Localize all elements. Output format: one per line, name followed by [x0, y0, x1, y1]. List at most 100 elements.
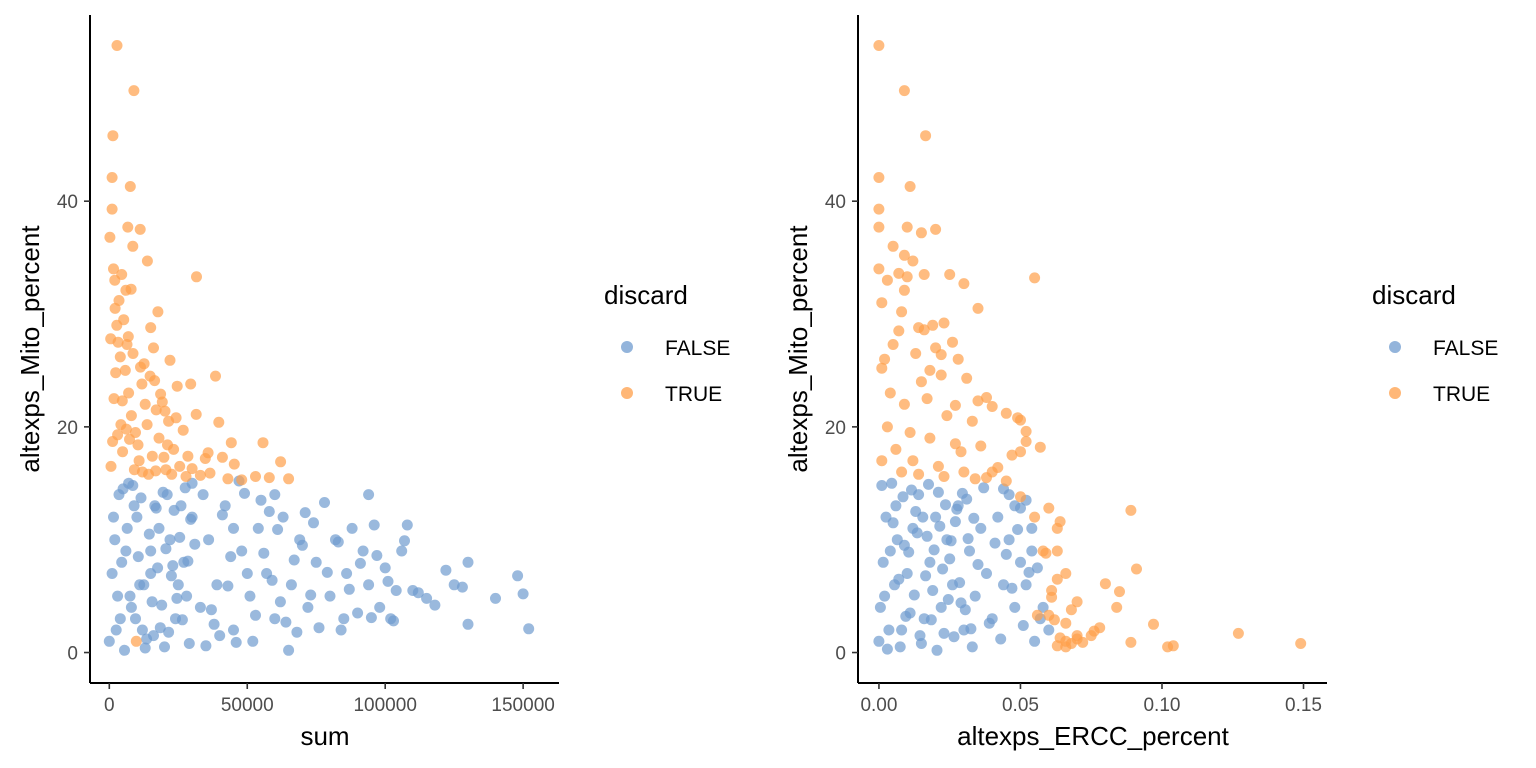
point-true — [109, 274, 121, 286]
point-true — [150, 465, 162, 477]
point-false — [272, 524, 284, 535]
point-false — [949, 516, 961, 528]
point-true — [898, 284, 910, 296]
y-tick-label: 0 — [67, 644, 78, 665]
point-false — [978, 482, 990, 494]
point-true — [898, 85, 910, 97]
point-true — [263, 472, 275, 484]
point-false — [1043, 624, 1055, 636]
legend-key-false — [621, 341, 633, 353]
point-false — [357, 545, 369, 557]
point-false — [903, 546, 915, 558]
point-false — [354, 557, 366, 569]
point-true — [887, 339, 899, 350]
point-true — [1000, 407, 1012, 419]
point-true — [127, 348, 139, 359]
scatter-panel-sum: 0 20 40 0 50000 100000 150000 sum altexps_Mit… — [15, 15, 559, 751]
point-false — [313, 622, 325, 634]
point-false — [371, 550, 383, 561]
point-true — [124, 181, 136, 192]
point-false — [135, 492, 147, 504]
point-false — [975, 522, 987, 534]
point-true — [130, 635, 142, 647]
legend-title: discard — [1372, 280, 1456, 310]
point-false — [205, 604, 217, 616]
point-false — [954, 577, 966, 589]
point-false — [890, 500, 902, 512]
point-true — [136, 378, 148, 390]
point-false — [127, 480, 139, 491]
point-true — [1015, 491, 1026, 503]
point-false — [203, 534, 215, 546]
point-false — [250, 609, 261, 621]
point-true — [133, 455, 145, 467]
point-false — [396, 545, 408, 557]
point-false — [236, 545, 248, 557]
point-false — [923, 478, 934, 490]
point-true — [123, 387, 135, 399]
point-false — [244, 590, 256, 602]
point-false — [879, 590, 891, 602]
point-true — [110, 367, 122, 379]
point-false — [165, 570, 177, 582]
point-true — [949, 399, 961, 411]
point-false — [239, 487, 250, 499]
point-false — [153, 522, 165, 534]
x-tick-label: 50000 — [221, 695, 274, 716]
point-false — [145, 545, 157, 557]
point-false — [252, 522, 264, 534]
point-false — [131, 511, 143, 523]
point-false — [934, 520, 946, 532]
point-false — [113, 489, 125, 501]
point-false — [274, 596, 286, 608]
point-true — [159, 405, 171, 417]
point-true — [122, 221, 134, 233]
legend-key-true — [1389, 387, 1401, 399]
point-false — [894, 641, 906, 653]
point-false — [305, 589, 317, 601]
point-false — [1000, 548, 1012, 560]
point-false — [228, 522, 239, 534]
point-false — [280, 616, 292, 628]
point-true — [114, 351, 126, 363]
point-false — [989, 537, 1001, 549]
point-false — [363, 579, 375, 591]
point-true — [1034, 441, 1046, 453]
point-true — [1131, 563, 1142, 575]
point-false — [121, 522, 133, 534]
point-true — [210, 370, 221, 382]
point-false — [1009, 601, 1021, 613]
point-false — [1020, 579, 1032, 591]
point-false — [880, 511, 892, 523]
point-true — [105, 460, 117, 472]
point-false — [230, 636, 242, 648]
point-false — [174, 531, 186, 543]
y-tick-label: 40 — [57, 192, 78, 213]
point-false — [214, 630, 226, 642]
x-tick-label: 0.00 — [860, 695, 897, 716]
point-true — [972, 395, 984, 407]
point-true — [138, 358, 150, 370]
point-true — [930, 342, 942, 354]
point-false — [263, 506, 275, 517]
point-false — [906, 484, 917, 496]
point-false — [136, 624, 148, 636]
point-false — [208, 618, 220, 630]
point-true — [952, 353, 964, 365]
point-false — [1003, 534, 1015, 546]
point-true — [1043, 502, 1055, 514]
point-true — [107, 436, 119, 447]
legend-title: discard — [604, 280, 688, 310]
legend-label-true: TRUE — [665, 383, 722, 406]
point-false — [299, 507, 311, 519]
point-false — [157, 486, 169, 498]
point-false — [379, 562, 391, 574]
x-axis-title: sum — [300, 721, 349, 751]
point-false — [335, 624, 347, 636]
y-ticks: 0 20 40 — [57, 192, 90, 665]
point-true — [1060, 617, 1072, 629]
point-false — [124, 590, 136, 602]
point-true — [213, 416, 225, 428]
point-true — [257, 437, 269, 449]
point-true — [120, 423, 132, 435]
